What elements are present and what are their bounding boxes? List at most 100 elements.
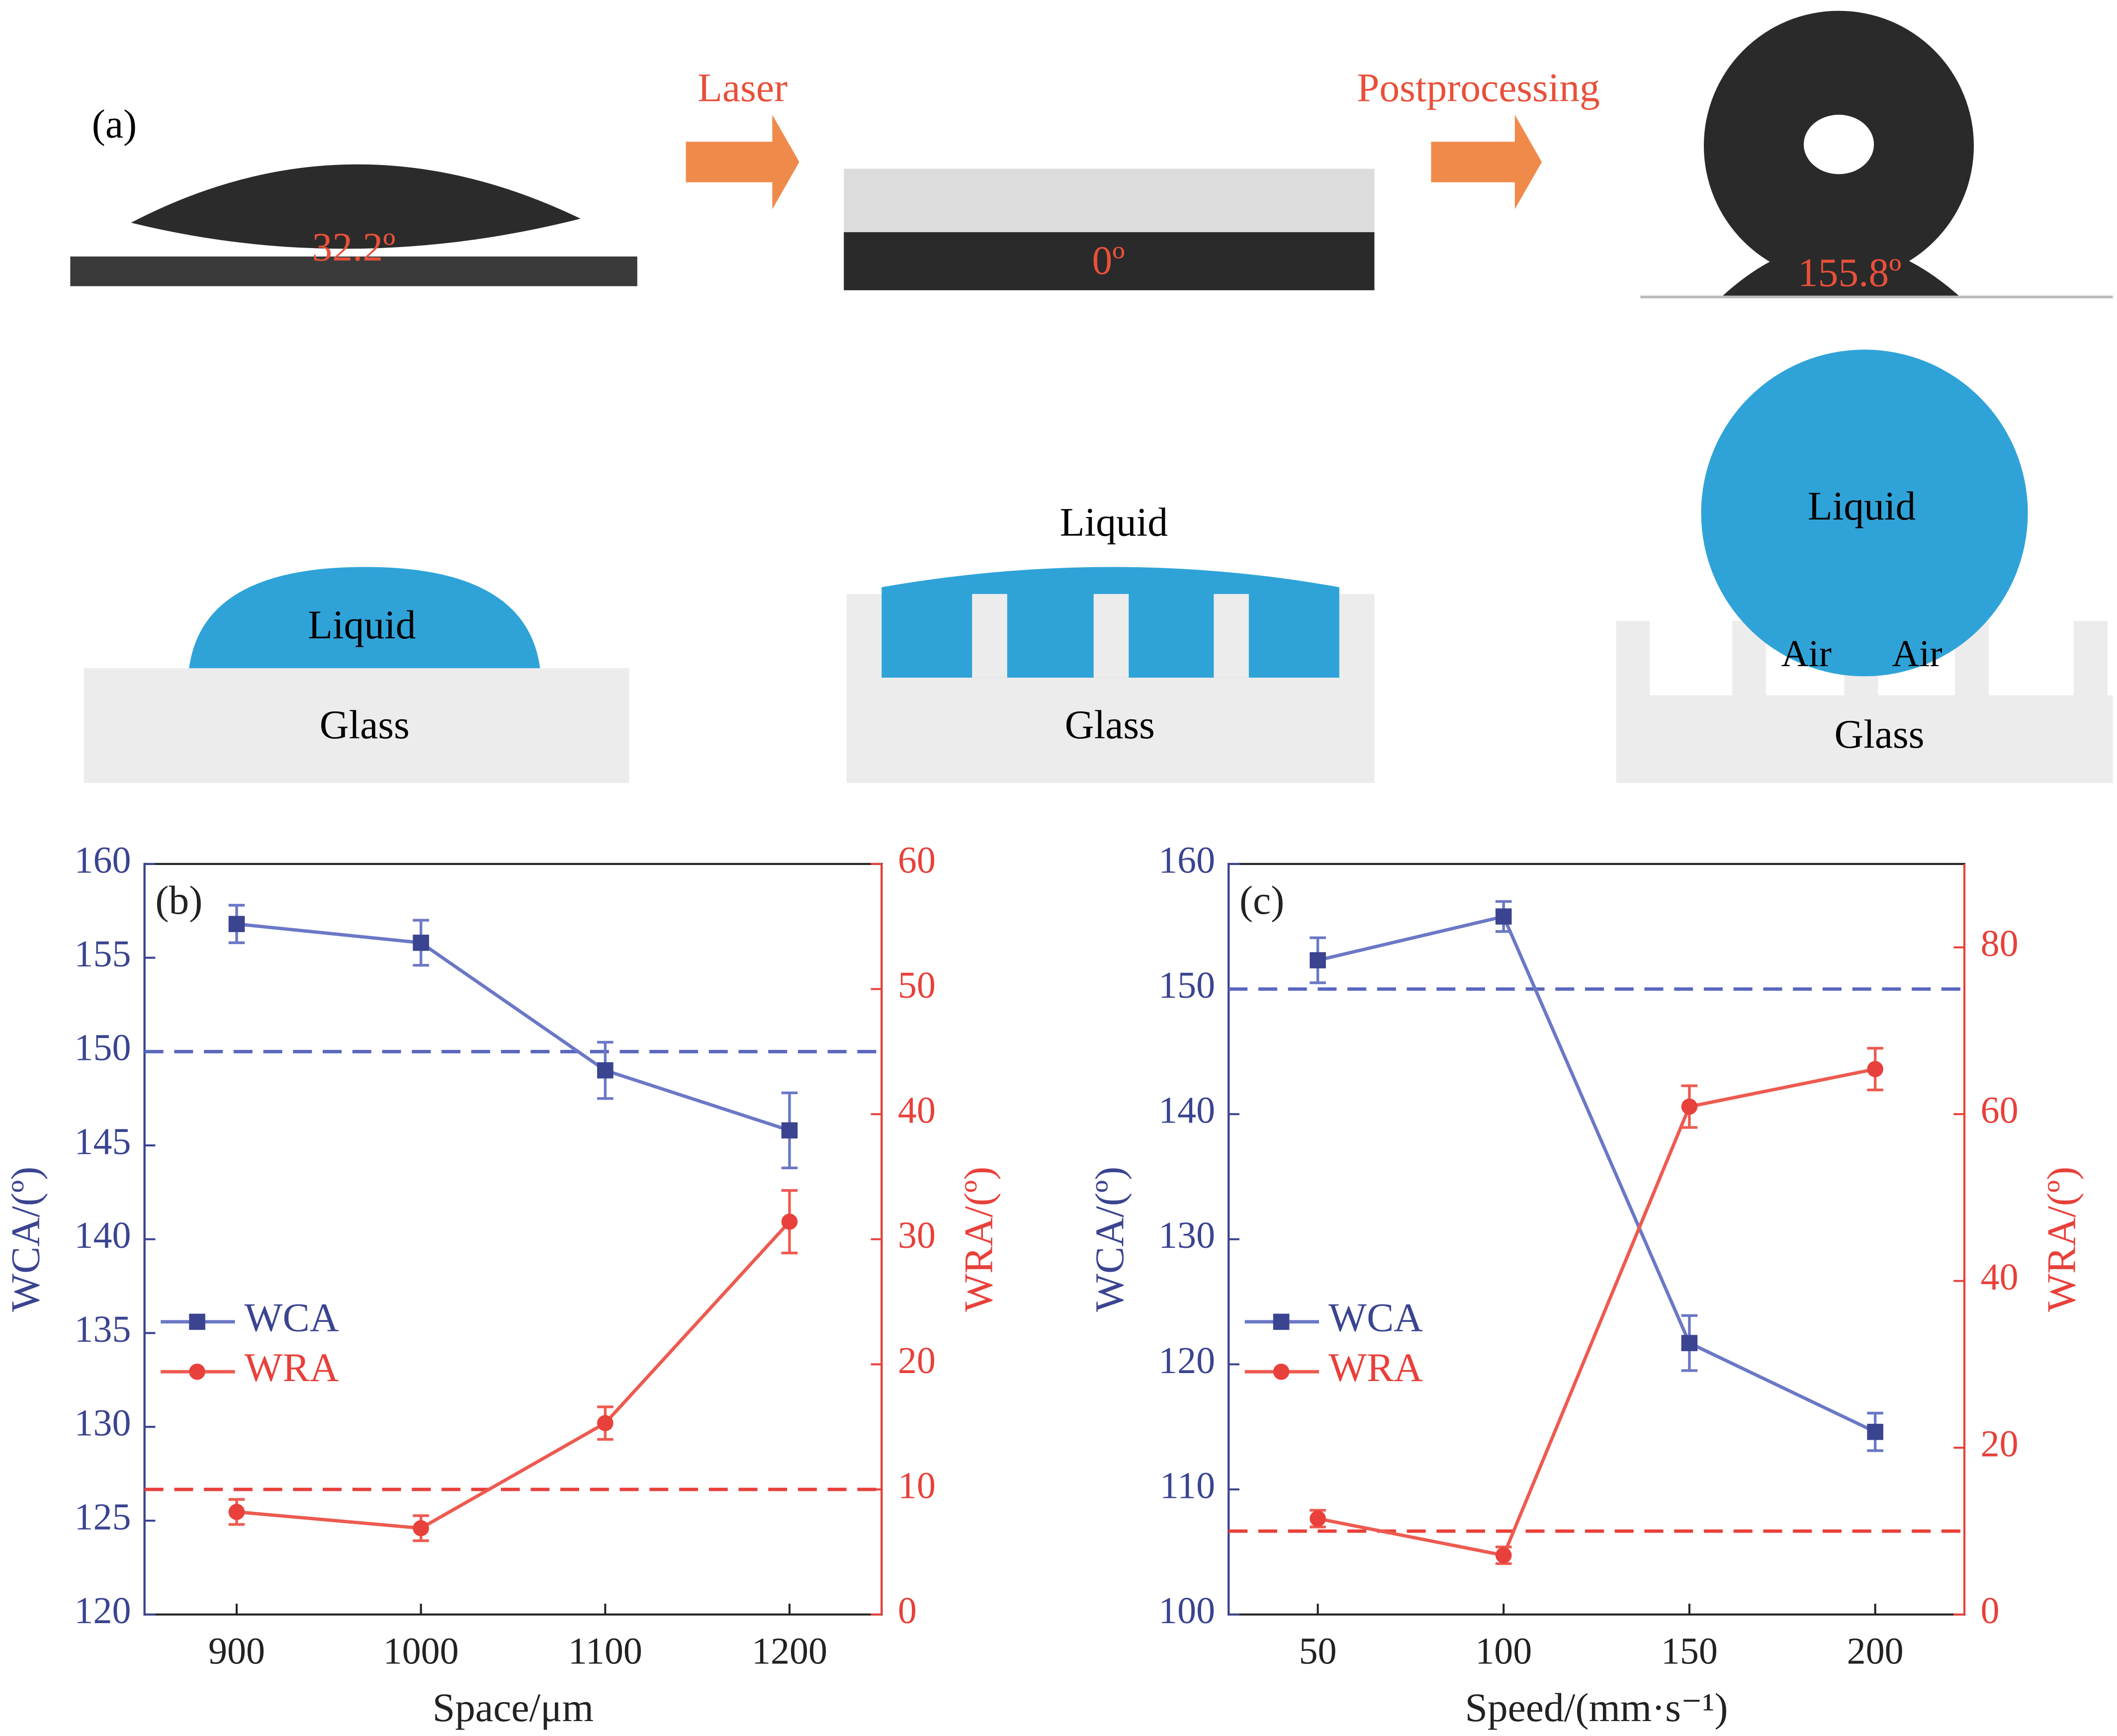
glass-label: Glass <box>1065 702 1155 747</box>
legend-marker <box>1273 1363 1290 1380</box>
marker <box>1495 1547 1512 1563</box>
pillar <box>2073 621 2108 702</box>
y2-tick-label: 0 <box>898 1590 917 1632</box>
plot-frame <box>143 863 883 1616</box>
series-line <box>1317 914 1876 1434</box>
liquid-label: Liquid <box>1808 483 1916 528</box>
arrow-label: Postprocessing <box>1357 65 1600 110</box>
liquid-label: Liquid <box>1060 500 1168 545</box>
liquid-label: Liquid <box>308 602 416 647</box>
x-axis-label: Speed/(mm·s⁻¹) <box>1465 1685 1728 1730</box>
droplet-photo <box>1721 243 1960 297</box>
pillar <box>1616 621 1650 702</box>
angle-label: 0º <box>1092 238 1125 283</box>
x-axis-label: Space/μm <box>433 1685 594 1730</box>
y-tick-label: 150 <box>74 1027 131 1069</box>
series-line <box>1317 1067 1876 1558</box>
arrow-label: Laser <box>698 65 788 110</box>
x-tick-label: 150 <box>1661 1631 1718 1672</box>
y-tick-label: 130 <box>74 1402 131 1444</box>
marker <box>228 1503 245 1520</box>
y2-axis-label: WRA/(º) <box>2038 1167 2084 1312</box>
y-tick-label: 125 <box>74 1496 131 1538</box>
marker <box>1495 908 1512 925</box>
y2-tick-label: 30 <box>898 1215 936 1256</box>
liquid <box>189 567 540 669</box>
legend-marker <box>189 1313 205 1330</box>
substrate-photo <box>844 232 1375 290</box>
air-label: Air <box>1781 633 1832 675</box>
y2-tick-label: 60 <box>898 839 936 881</box>
substrate-photo <box>70 256 637 286</box>
y2-tick-label: 50 <box>898 964 936 1006</box>
plot-frame <box>1228 863 1966 1616</box>
x-tick-label: 100 <box>1475 1631 1532 1672</box>
series-line <box>236 1220 791 1530</box>
y-tick-label: 140 <box>74 1215 131 1256</box>
y-tick-label: 100 <box>1158 1590 1215 1632</box>
glass-label: Glass <box>320 702 410 747</box>
x-tick-label: 50 <box>1299 1631 1337 1672</box>
y-tick-label: 120 <box>1158 1340 1215 1382</box>
angle-label: 32.2º <box>312 224 396 269</box>
y2-tick-label: 40 <box>1981 1256 2019 1298</box>
y-tick-label: 110 <box>1160 1465 1215 1506</box>
y-tick-label: 150 <box>1158 964 1215 1006</box>
panel-label: (b) <box>155 877 202 923</box>
y-tick-label: 120 <box>74 1590 131 1632</box>
x-tick-label: 1100 <box>568 1631 642 1672</box>
x-tick-label: 1000 <box>383 1631 459 1672</box>
y2-tick-label: 0 <box>1981 1590 2000 1632</box>
y2-tick-label: 10 <box>898 1465 936 1506</box>
y-tick-label: 155 <box>74 933 131 975</box>
y-tick-label: 145 <box>74 1121 131 1162</box>
glass-label: Glass <box>1834 711 1924 757</box>
y-tick-label: 160 <box>74 839 131 881</box>
marker <box>413 935 429 951</box>
marker <box>228 916 245 932</box>
legend-label: WRA <box>245 1345 339 1390</box>
y-axis-label: WCA/(º) <box>3 1167 48 1312</box>
droplet-photo <box>131 164 581 249</box>
highlight <box>1803 114 1874 174</box>
y2-axis-label: WRA/(º) <box>956 1167 1001 1312</box>
y2-tick-label: 80 <box>1981 923 2019 964</box>
x-tick-label: 1200 <box>752 1631 827 1672</box>
legend-label: WRA <box>1328 1345 1423 1390</box>
marker <box>1310 1510 1326 1527</box>
air-label: Air <box>1892 633 1942 675</box>
y2-tick-label: 60 <box>1981 1090 2019 1131</box>
panel-a: (a) 32.2º Laser 0º Postprocessing 155.8º… <box>70 10 2113 783</box>
y2-tick-label: 20 <box>898 1340 936 1382</box>
y2-tick-label: 40 <box>898 1090 936 1131</box>
x-tick-label: 900 <box>208 1631 265 1672</box>
panel-label: (a) <box>92 101 137 147</box>
y-tick-label: 130 <box>1158 1215 1215 1256</box>
marker <box>1310 952 1326 968</box>
pillar <box>1093 594 1129 678</box>
series-line <box>236 922 791 1132</box>
glass <box>1616 695 2113 783</box>
pillar <box>972 594 1007 678</box>
arrow <box>1431 114 1542 209</box>
legend-label: WCA <box>1328 1295 1423 1340</box>
legend-label: WCA <box>245 1295 339 1340</box>
chart: 120 125 130 135 140 145 150 155 160 0 10 20 30 40 50 60… <box>3 839 1001 1730</box>
angle-label: 155.8º <box>1798 250 1902 295</box>
marker <box>781 1214 798 1230</box>
x-tick-label: 200 <box>1847 1631 1904 1672</box>
y2-tick-label: 20 <box>1981 1423 2019 1465</box>
marker <box>597 1415 614 1431</box>
marker <box>597 1062 614 1079</box>
y-axis-label: WCA/(º) <box>1087 1167 1132 1312</box>
marker <box>1681 1335 1698 1351</box>
arrow <box>686 114 799 209</box>
legend-marker <box>189 1363 205 1380</box>
marker <box>413 1520 429 1537</box>
marker <box>1867 1061 1883 1077</box>
chart: 100 110 120 130 140 150 160 0 20 40 60 80 50 100 150 20… <box>1087 839 2084 1730</box>
panel-label: (c) <box>1239 877 1284 923</box>
y-tick-label: 140 <box>1158 1090 1215 1131</box>
